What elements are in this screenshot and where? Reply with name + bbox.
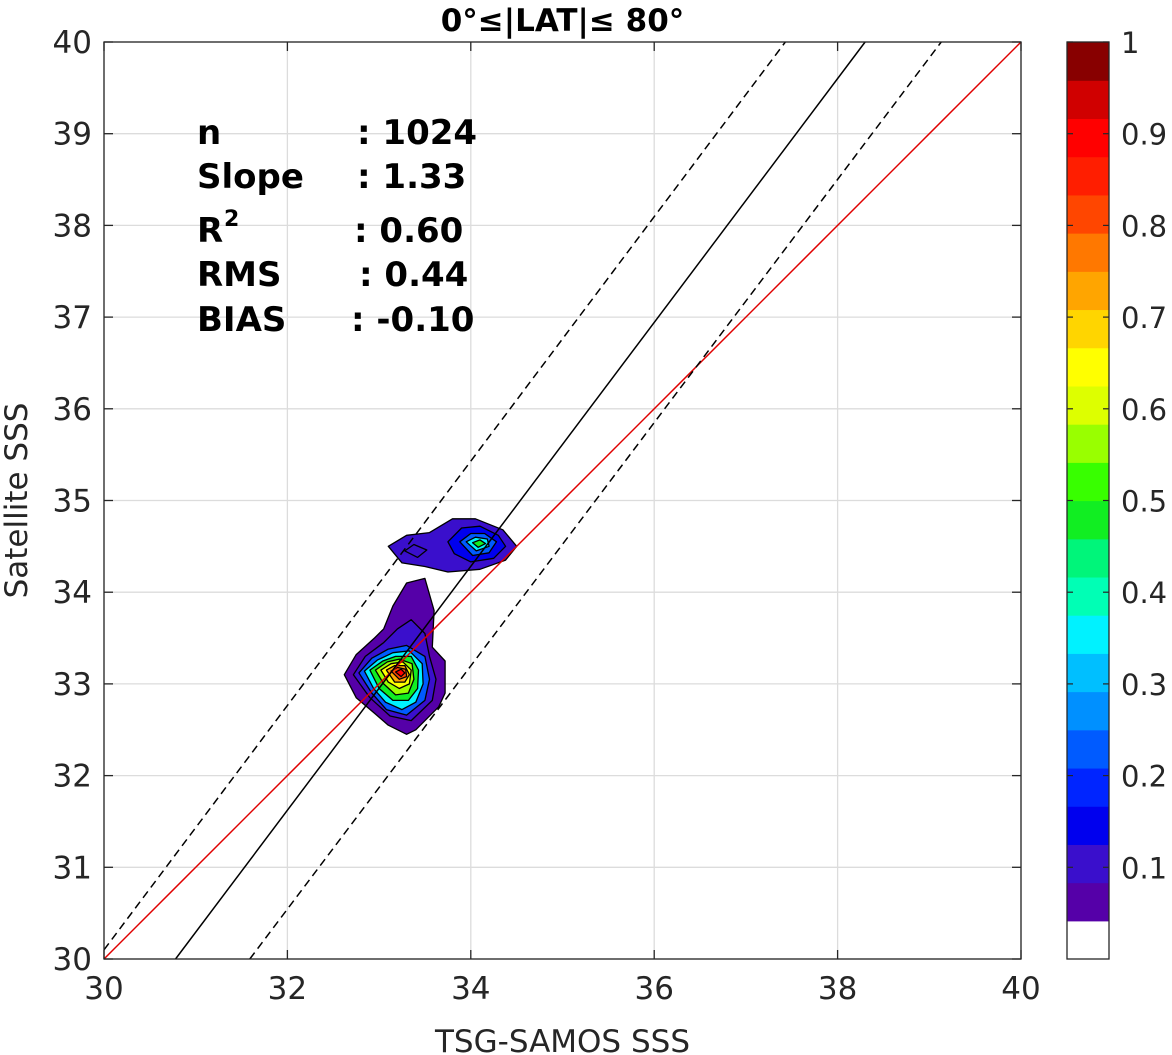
- x-tick-label: 36: [634, 971, 673, 1007]
- upper-bound-line: [103, 41, 786, 951]
- colorbar: 0.1 0.2 0.3 0.4 0.5 0.6 0.7 0.8 0.9 1: [1066, 26, 1167, 960]
- lower-bound-line: [249, 41, 942, 960]
- colorbar-tick-label: 0.2: [1121, 760, 1167, 794]
- colorbar-swatch: [1067, 500, 1109, 540]
- contour-level-2: [404, 543, 428, 559]
- colorbar-swatch: [1067, 729, 1109, 769]
- plot-title: 0°≤|LAT|≤ 80°: [441, 3, 685, 39]
- colorbar-swatch: [1067, 385, 1109, 425]
- colorbar-swatch: [1067, 347, 1109, 387]
- stat-value: : 0.60: [354, 211, 463, 251]
- stat-superscript: 2: [224, 207, 239, 232]
- y-tick-label: 31: [53, 850, 92, 886]
- colorbar-swatch: [1067, 462, 1109, 502]
- colorbar-swatch: [1067, 806, 1109, 845]
- colorbar-swatch: [1067, 80, 1109, 120]
- y-axis-ticks: 30 31 32 33 34 35 36 37 38 39 40: [53, 25, 1021, 978]
- gridlines: [103, 41, 1022, 960]
- colorbar-swatch: [1067, 653, 1109, 693]
- y-tick-label: 34: [53, 575, 92, 611]
- contour-level-9: [394, 668, 406, 678]
- stats-box: n : 1024 Slope : 1.33 R 2 : 0.60 RMS : 0.44 BIAS:…: [197, 113, 477, 340]
- colorbar-swatch: [1067, 615, 1109, 654]
- colorbar-tick-label: 1: [1121, 26, 1139, 60]
- x-axis-label: TSG-SAMOS SSS: [434, 1024, 690, 1055]
- x-tick-label: 32: [268, 971, 307, 1007]
- colorbar-swatch: [1067, 309, 1109, 349]
- one-to-one-line: [103, 41, 1022, 960]
- stat-label: n: [197, 113, 221, 153]
- fit-line: [174, 41, 866, 960]
- y-axis-label: Satellite SSS: [0, 403, 35, 599]
- y-tick-label: 38: [53, 208, 92, 244]
- stat-value: : 1024: [357, 113, 477, 153]
- colorbar-swatch: [1067, 576, 1109, 616]
- y-tick-label: 32: [53, 759, 92, 795]
- colorbar-swatch: [1067, 156, 1109, 196]
- y-tick-label: 30: [53, 942, 92, 978]
- colorbar-swatch: [1067, 920, 1109, 960]
- colorbar-tick-label: 0.8: [1121, 209, 1167, 243]
- stat-label: BIAS: [197, 300, 286, 340]
- colorbar-swatch: [1067, 538, 1109, 578]
- y-tick-label: 35: [53, 484, 92, 520]
- colorbar-tick-label: 0.7: [1121, 301, 1167, 335]
- colorbar-swatch: [1067, 194, 1109, 234]
- colorbar-tick-label: 0.4: [1121, 576, 1167, 610]
- colorbar-tick-label: 0.6: [1121, 393, 1167, 427]
- colorbar-swatch: [1067, 844, 1109, 884]
- colorbar-swatch: [1067, 424, 1109, 463]
- colorbar-tick-label: 0.9: [1121, 118, 1167, 152]
- density-blob-1: [387, 518, 518, 573]
- x-tick-label: 40: [1001, 971, 1040, 1007]
- stat-value: : 1.33: [357, 157, 466, 197]
- x-tick-label: 30: [84, 971, 123, 1007]
- y-tick-label: 37: [53, 300, 92, 336]
- colorbar-swatch: [1067, 882, 1109, 922]
- x-axis-ticks: 30 32 34 36 38 40: [84, 42, 1041, 1007]
- colorbar-swatch: [1067, 42, 1109, 81]
- y-tick-label: 39: [53, 117, 92, 153]
- stat-label: Slope: [197, 157, 304, 197]
- colorbar-swatch: [1067, 767, 1109, 807]
- colorbar-tick-label: 0.5: [1121, 485, 1167, 519]
- x-tick-label: 38: [818, 971, 857, 1007]
- colorbar-swatch: [1067, 691, 1109, 731]
- stat-value: : 0.44: [359, 255, 468, 295]
- colorbar-tick-label: 0.3: [1121, 668, 1167, 702]
- y-tick-label: 33: [53, 667, 92, 703]
- x-tick-label: 34: [451, 971, 490, 1007]
- stat-label: RMS: [197, 255, 282, 295]
- stat-value: : -0.10: [351, 300, 474, 340]
- y-tick-label: 40: [53, 25, 92, 61]
- colorbar-swatch: [1067, 233, 1109, 272]
- colorbar-swatch: [1067, 118, 1109, 158]
- colorbar-tick-label: 0.1: [1121, 851, 1167, 885]
- stat-label: R: [197, 211, 223, 251]
- colorbar-swatch: [1067, 271, 1109, 311]
- y-tick-label: 36: [53, 392, 92, 428]
- reference-lines: [103, 41, 1022, 960]
- contour-level-5: [471, 539, 487, 548]
